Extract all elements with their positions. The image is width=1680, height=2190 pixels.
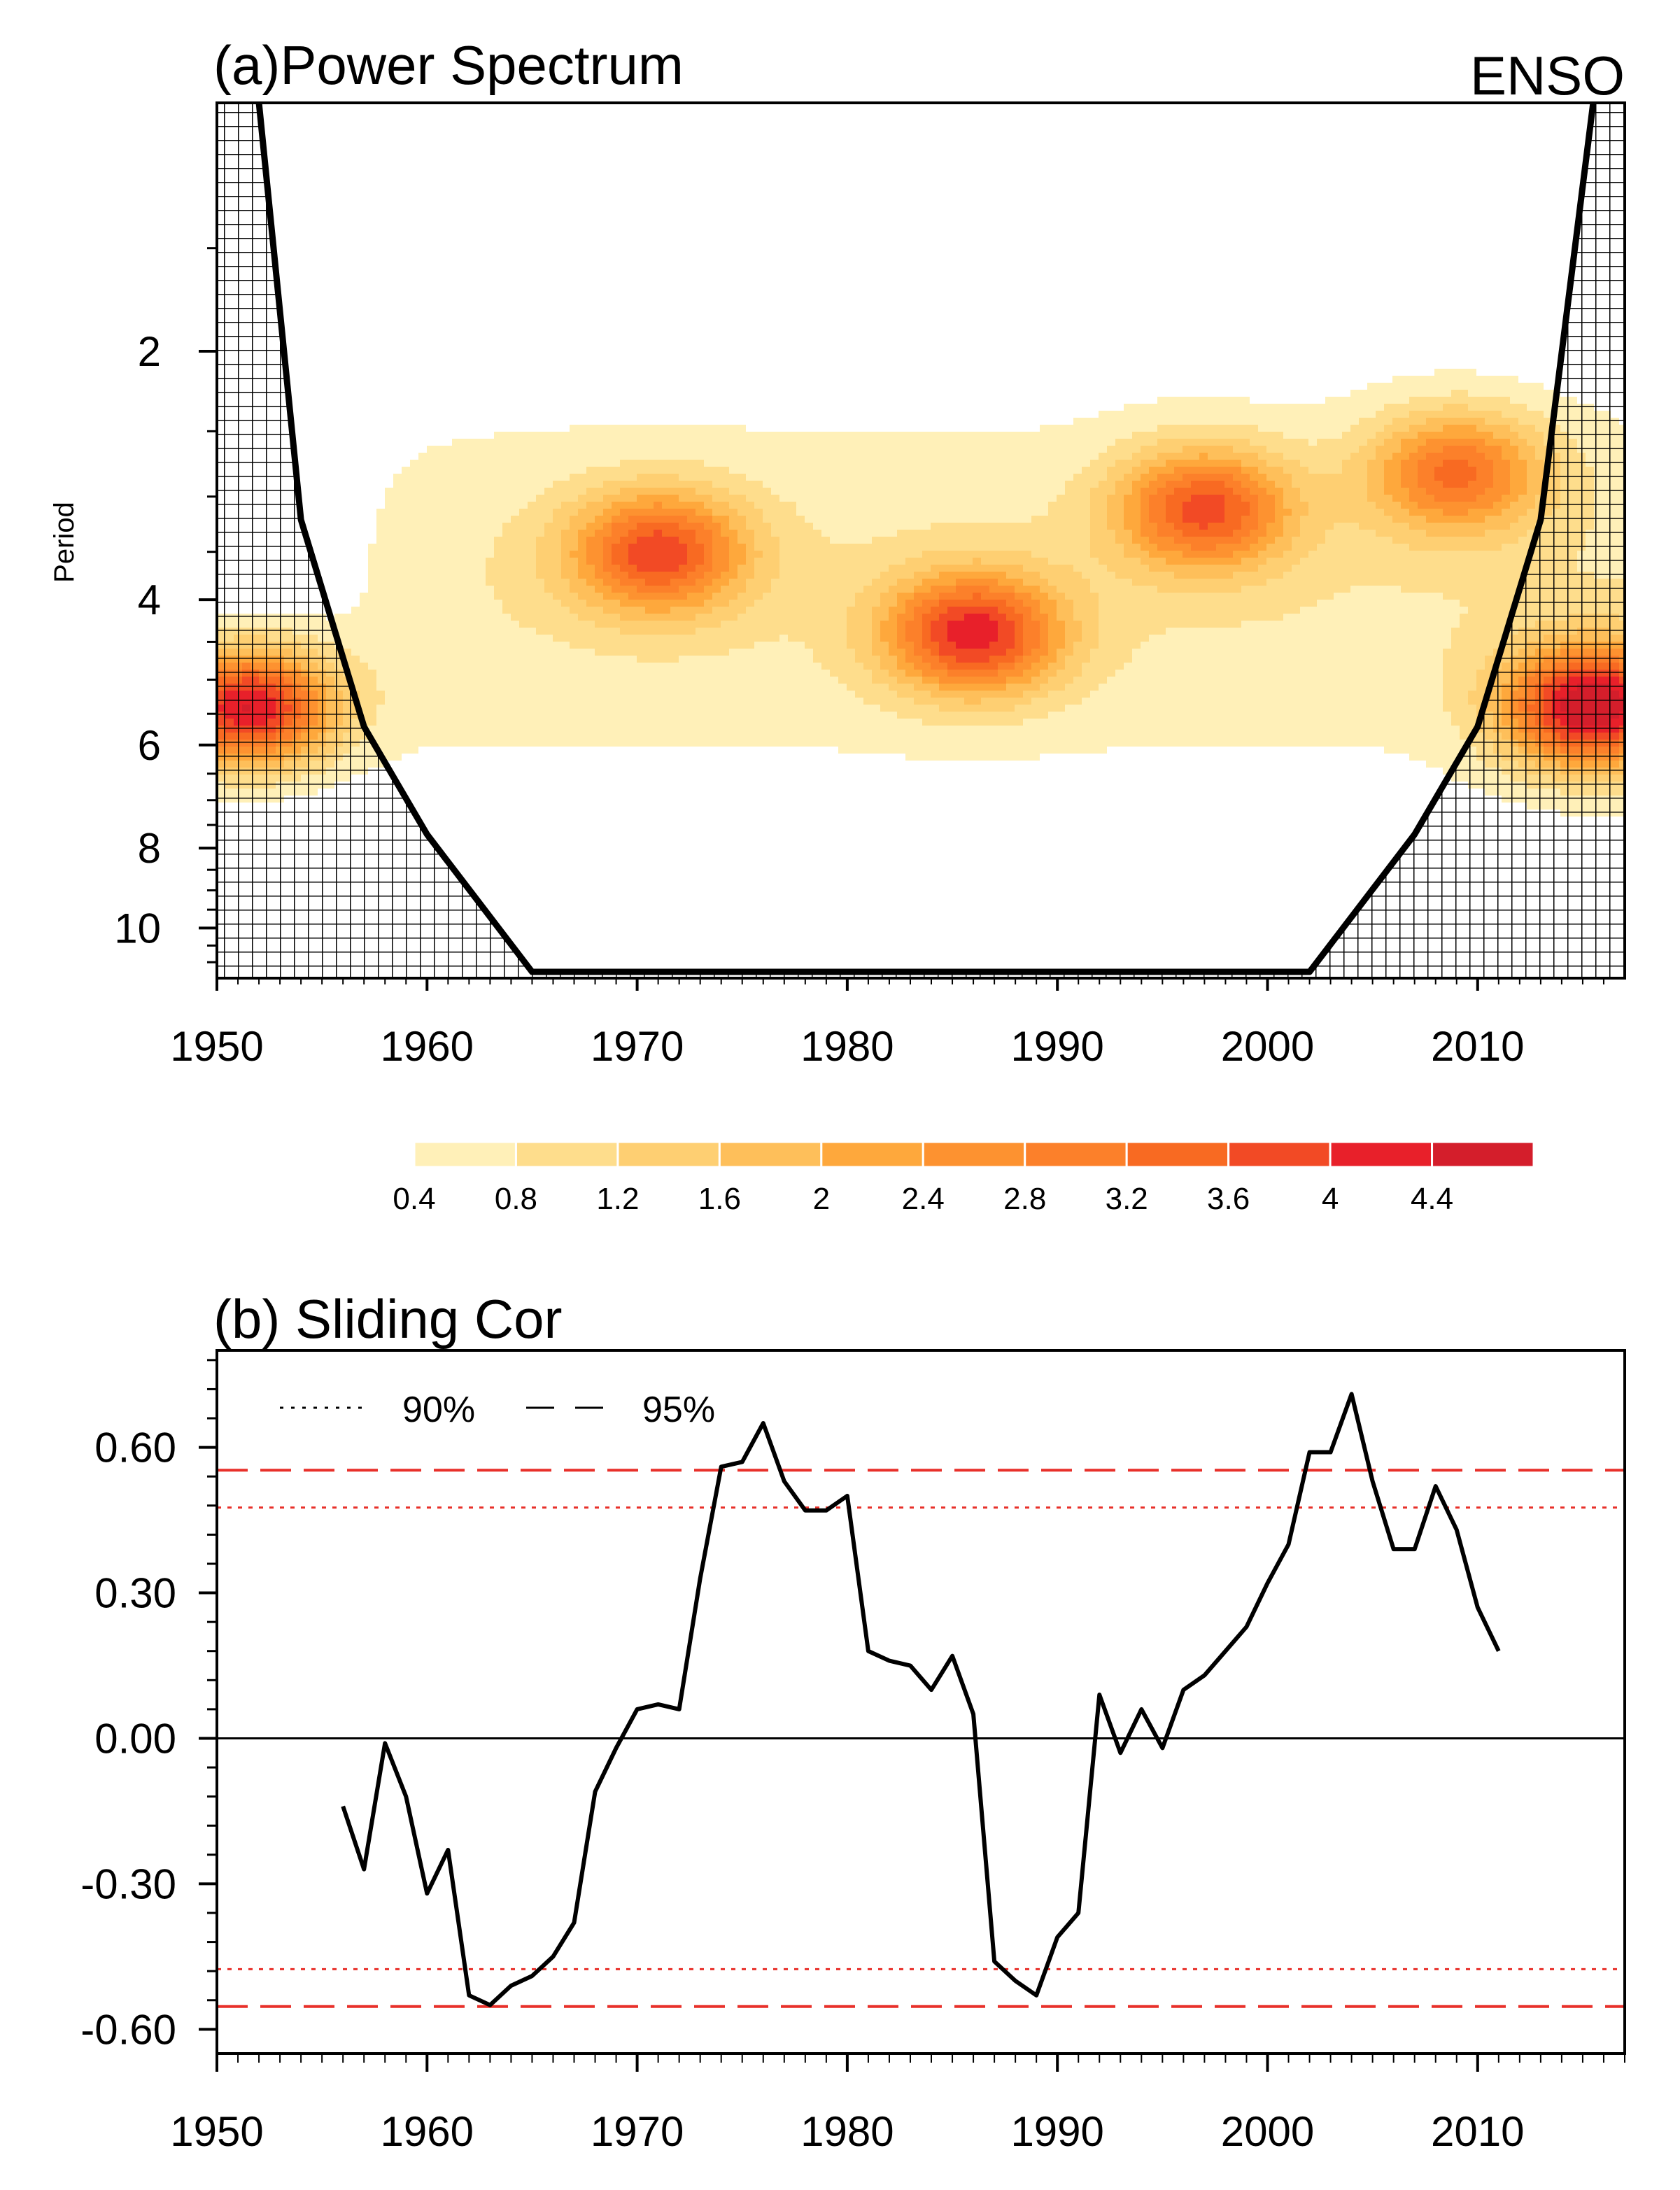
panel-a-title: (a)Power Spectrum [213,34,684,96]
cone-of-influence-hatch [217,103,1625,978]
colorbar-label: 3.6 [1207,1182,1250,1216]
x-tick-label: 1990 [1010,1023,1103,1070]
period-axis-label: Period [49,502,80,583]
y-tick-label: -0.30 [80,1860,176,1907]
colorbar-swatch [1024,1140,1128,1168]
sliding-correlation-panel: (b) Sliding Cor 90% 95% 1950 1960 1970 1980 1… [80,1288,1626,2155]
y-tick-label: 0.00 [94,1715,176,1762]
colorbar-label: 4 [1322,1182,1339,1216]
legend-90-label: 90% [402,1390,475,1430]
y-tick-label: 2 [138,328,161,375]
panel-b-frame [216,1349,1626,2055]
colorbar-swatch [514,1140,619,1168]
cone-of-influence-line [255,102,1597,975]
x-tick-label: 1960 [381,1023,474,1070]
colorbar-label: 0.4 [393,1182,435,1216]
y-tick-label: -0.60 [80,2006,176,2053]
panel-a-frame [216,101,1626,980]
x-tick-label: 1970 [591,2108,684,2155]
colorbar-swatch [922,1140,1026,1168]
panel-b-title: (b) Sliding Cor [213,1288,563,1350]
y-tick-label: 10 [114,905,161,952]
colorbar-label: 4.4 [1411,1182,1453,1216]
x-tick-label: 1950 [170,1023,263,1070]
colorbar-swatch [413,1140,517,1168]
colorbar-swatch [1431,1140,1535,1168]
x-tick-label: 1980 [800,2108,894,2155]
x-tick-label: 2000 [1221,1023,1314,1070]
x-tick-label: 1990 [1010,2108,1103,2155]
colorbar: 0.4 0.8 1.2 1.6 2 2.4 2.8 3.2 3.6 4 4.4 [393,1140,1535,1216]
colorbar-swatch [820,1140,924,1168]
colorbar-label: 2.4 [902,1182,945,1216]
legend-95-label: 95% [642,1390,715,1430]
colorbar-swatch [616,1140,721,1168]
power-level-0.8 [217,390,1625,796]
y-tick-label: 0.60 [94,1425,176,1471]
y-tick-label: 0.30 [94,1570,176,1617]
power-spectrum-panel: (a)Power Spectrum ENSO Period 1950 1960 19… [49,34,1626,1070]
x-tick-label: 2000 [1221,2108,1314,2155]
colorbar-swatch [1227,1140,1332,1168]
x-tick-label: 2010 [1431,2108,1524,2155]
colorbar-label: 0.8 [495,1182,537,1216]
colorbar-swatch [718,1140,823,1168]
panel-b-axes: 1950 1960 1970 1980 1990 2000 2010 -0.60 -0.30 0.… [80,1359,1625,2155]
y-tick-label: 6 [138,722,161,769]
colorbar-swatch [1125,1140,1230,1168]
panel-a-axes: 1950 1960 1970 1980 1990 2000 2010 2 4 6 8 10 [114,247,1604,1070]
power-contour-layers [217,369,1625,817]
x-tick-label: 1980 [800,1023,894,1070]
sliding-correlation-line [341,1392,1501,2007]
x-tick-label: 1950 [170,2108,263,2155]
y-tick-label: 4 [138,577,161,623]
x-tick-label: 1970 [591,1023,684,1070]
enso-label: ENSO [1470,45,1625,106]
colorbar-swatch [1329,1140,1434,1168]
colorbar-label: 2 [813,1182,830,1216]
threshold-legend: 90% 95% [280,1390,715,1430]
significance-thresholds [217,1469,1625,2008]
power-level-2.4 [217,439,1625,761]
colorbar-label: 3.2 [1106,1182,1148,1216]
power-level-2.8 [217,446,1625,754]
colorbar-label: 2.8 [1003,1182,1046,1216]
colorbar-label: 1.2 [596,1182,639,1216]
x-tick-label: 2010 [1431,1023,1524,1070]
y-tick-label: 8 [138,825,161,872]
x-tick-label: 1960 [381,2108,474,2155]
colorbar-label: 1.6 [698,1182,741,1216]
